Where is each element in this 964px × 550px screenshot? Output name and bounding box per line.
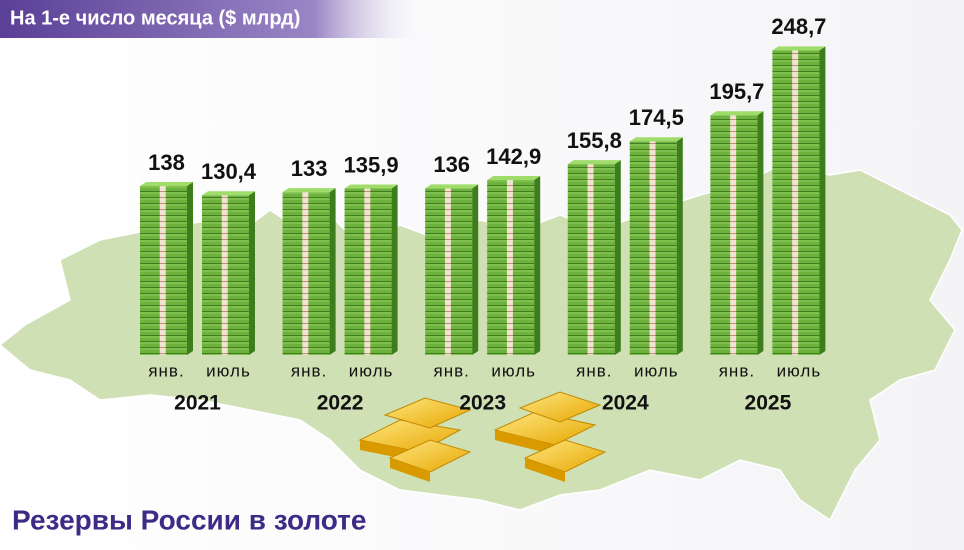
stack-top [140, 181, 193, 186]
money-stack [710, 111, 764, 355]
money-stack [629, 137, 683, 355]
money-stack [202, 191, 255, 355]
stack-side [757, 111, 764, 355]
x-tick-label: янв. [576, 361, 612, 380]
strap [649, 141, 656, 355]
stack-top [282, 188, 336, 193]
stack-top [567, 160, 621, 165]
stack-side [676, 137, 683, 355]
stack-side [534, 175, 541, 355]
x-tick-label: июль [349, 361, 394, 380]
group-label: 2025 [745, 392, 792, 415]
stack-side [819, 46, 826, 355]
money-stack [282, 188, 336, 355]
stack-side [391, 184, 398, 355]
stack-side [329, 188, 336, 355]
stack-top [772, 46, 826, 51]
subtitle-band [0, 0, 420, 38]
value-label: 155,8 [567, 128, 622, 153]
stack-side [249, 191, 255, 355]
stack-top [487, 175, 541, 180]
chart-subtitle: На 1-е число месяца ($ млрд) [10, 7, 300, 29]
value-label: 142,9 [486, 144, 541, 169]
stack-side [472, 184, 479, 355]
money-stack [344, 184, 398, 355]
money-stack [487, 175, 541, 355]
value-label: 135,9 [344, 152, 399, 177]
strap [444, 188, 451, 355]
value-label: 138 [148, 150, 185, 175]
value-label: 133 [291, 156, 328, 181]
value-label: 195,7 [709, 79, 764, 104]
value-label: 174,5 [629, 105, 684, 130]
money-stack [140, 181, 193, 355]
strap [792, 50, 799, 355]
money-stack [772, 46, 826, 355]
group-label: 2024 [602, 392, 649, 415]
value-label: 248,7 [771, 14, 826, 39]
strap [364, 188, 371, 355]
stack-top [710, 111, 764, 116]
strap [506, 179, 513, 355]
x-tick-label: июль [777, 361, 822, 380]
gold-bars [358, 391, 607, 482]
money-stack [567, 160, 621, 355]
group-label: 2022 [317, 392, 364, 415]
group-label: 2023 [459, 392, 506, 415]
x-tick-label: июль [491, 361, 536, 380]
x-tick-label: июль [206, 361, 251, 380]
group-label: 2021 [174, 392, 221, 415]
chart-title: Резервы России в золоте [12, 504, 366, 535]
strap [730, 115, 737, 355]
money-stack [425, 184, 479, 355]
stack-side [187, 181, 193, 355]
x-tick-label: июль [634, 361, 679, 380]
stack-side [614, 160, 621, 355]
stack-top [629, 137, 683, 142]
strap [587, 164, 594, 355]
strap [302, 192, 309, 355]
value-label: 130,4 [201, 159, 257, 184]
strap [159, 185, 166, 355]
x-tick-label: янв. [719, 361, 755, 380]
x-tick-label: янв. [291, 361, 327, 380]
x-tick-label: янв. [434, 361, 470, 380]
stack-top [202, 191, 255, 196]
stack-top [344, 184, 398, 189]
stack-top [425, 184, 479, 189]
x-tick-label: янв. [148, 361, 184, 380]
value-label: 136 [433, 152, 470, 177]
strap [221, 195, 228, 355]
